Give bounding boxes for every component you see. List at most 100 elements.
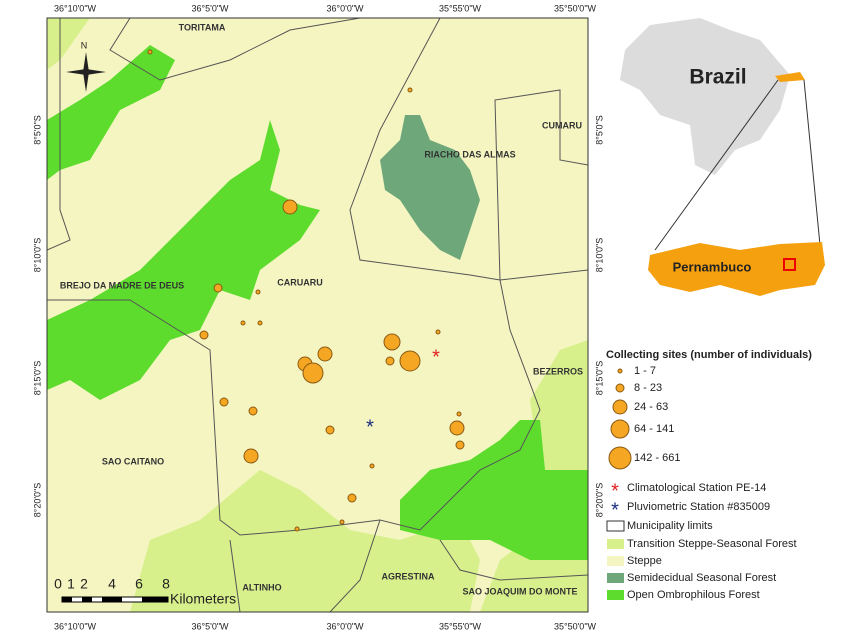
forest-area (400, 420, 588, 560)
legend-symbol (615, 383, 625, 393)
collecting-site (347, 493, 357, 503)
place-label: SAO CAITANO (102, 456, 164, 466)
scale-tick: 8 (162, 576, 170, 592)
coord-label: 8°20'0"S (594, 483, 604, 518)
map-frame (46, 17, 589, 613)
coord-label: 36°5'0"W (191, 621, 229, 631)
legend-swatch (607, 590, 624, 600)
coord-label: 8°10'0"S (32, 238, 42, 273)
scale-unit: Kilometers (170, 591, 236, 607)
municipality-limit (329, 279, 541, 612)
collecting-site (317, 346, 333, 362)
legend-swatch (607, 539, 624, 549)
collecting-site (147, 49, 153, 55)
legend-label: 142 - 661 (634, 452, 680, 464)
collecting-site (199, 330, 209, 340)
place-label: CUMARU (542, 120, 582, 130)
collecting-site (385, 356, 395, 366)
collecting-site (255, 289, 261, 295)
pernambuco-shape (648, 242, 825, 296)
state-label: Pernambuco (673, 259, 752, 274)
legend-label: 24 - 63 (634, 401, 668, 413)
place-label: ALTINHO (242, 582, 281, 592)
collecting-site (219, 397, 229, 407)
legend-label: Steppe (627, 555, 662, 567)
coord-label: 35°55'0"W (439, 3, 482, 13)
legend-symbol: * (611, 499, 619, 521)
coord-label: 8°5'0"S (32, 115, 42, 145)
place-label: TORITAMA (179, 22, 226, 32)
collecting-site (369, 463, 375, 469)
collecting-site (243, 448, 259, 464)
map-body: * * (47, 18, 588, 612)
place-label: SAO JOAQUIM DO MONTE (462, 586, 577, 596)
study-area-marker (783, 258, 796, 271)
scale-tick: 2 (80, 576, 88, 592)
municipality-limit (494, 89, 588, 281)
coord-label: 8°10'0"S (594, 238, 604, 273)
municipality-limit (47, 18, 71, 251)
legend-swatch (606, 520, 625, 532)
legend-label: Climatological Station PE-14 (627, 482, 766, 494)
municipality-limit (229, 539, 241, 612)
climatological-station: * (432, 346, 440, 368)
collecting-site (257, 320, 263, 326)
legend-label: 8 - 23 (634, 382, 662, 394)
municipality-limit (439, 539, 588, 581)
collecting-site (294, 526, 300, 532)
coord-label: 36°0'0"W (326, 3, 364, 13)
collecting-site (407, 87, 413, 93)
coord-label: 8°15'0"S (594, 361, 604, 396)
municipality-limit (47, 299, 381, 536)
coord-label: 35°50'0"W (554, 3, 597, 13)
collecting-site (282, 199, 298, 215)
municipality-limit (109, 18, 361, 81)
scale-tick: 4 (108, 576, 116, 592)
collecting-site (456, 411, 462, 417)
legend-label: Open Ombrophilous Forest (627, 589, 760, 601)
north-arrow (66, 52, 106, 92)
scale-tick: 6 (135, 576, 143, 592)
coord-label: 8°5'0"S (594, 115, 604, 145)
transition-area (130, 470, 480, 612)
forest-area (47, 120, 320, 400)
pluviometric-station: * (366, 416, 374, 438)
transition-area (47, 18, 90, 70)
collecting-site (399, 350, 421, 372)
legend-label: Transition Steppe-Seasonal Forest (627, 538, 797, 550)
scale-tick: 0 (54, 576, 62, 592)
legend-label: Pluviometric Station #835009 (627, 501, 770, 513)
inset-line (803, 79, 821, 246)
legend-symbol: * (611, 480, 619, 502)
forest-area (47, 45, 175, 180)
place-label: CARUARU (277, 277, 323, 287)
pernambuco-small (775, 72, 805, 82)
collecting-site (435, 329, 441, 335)
collecting-site (455, 440, 465, 450)
legend-symbol (610, 419, 630, 439)
brazil-shape (620, 18, 790, 175)
semideciduous-area (380, 115, 480, 260)
legend-label: Semidecidual Seasonal Forest (627, 572, 776, 584)
legend-symbol (608, 446, 632, 470)
inset-line (654, 79, 779, 251)
country-label: Brazil (689, 66, 746, 89)
coord-label: 36°10'0"W (54, 3, 97, 13)
place-label: BEZERROS (533, 366, 583, 376)
legend-label: 64 - 141 (634, 423, 674, 435)
transition-area (530, 340, 588, 480)
coord-label: 36°5'0"W (191, 3, 229, 13)
legend-label: Municipality limits (627, 520, 713, 532)
scale-bar (61, 596, 169, 603)
collecting-site (325, 425, 335, 435)
legend-swatch (607, 573, 624, 583)
place-label: BREJO DA MADRE DE DEUS (60, 280, 184, 290)
legend-swatch (607, 556, 624, 566)
collecting-site (213, 283, 223, 293)
collecting-site (339, 519, 345, 525)
collecting-site (248, 406, 258, 416)
coord-label: 8°15'0"S (32, 361, 42, 396)
collecting-site (383, 333, 401, 351)
coord-label: 35°55'0"W (439, 621, 482, 631)
